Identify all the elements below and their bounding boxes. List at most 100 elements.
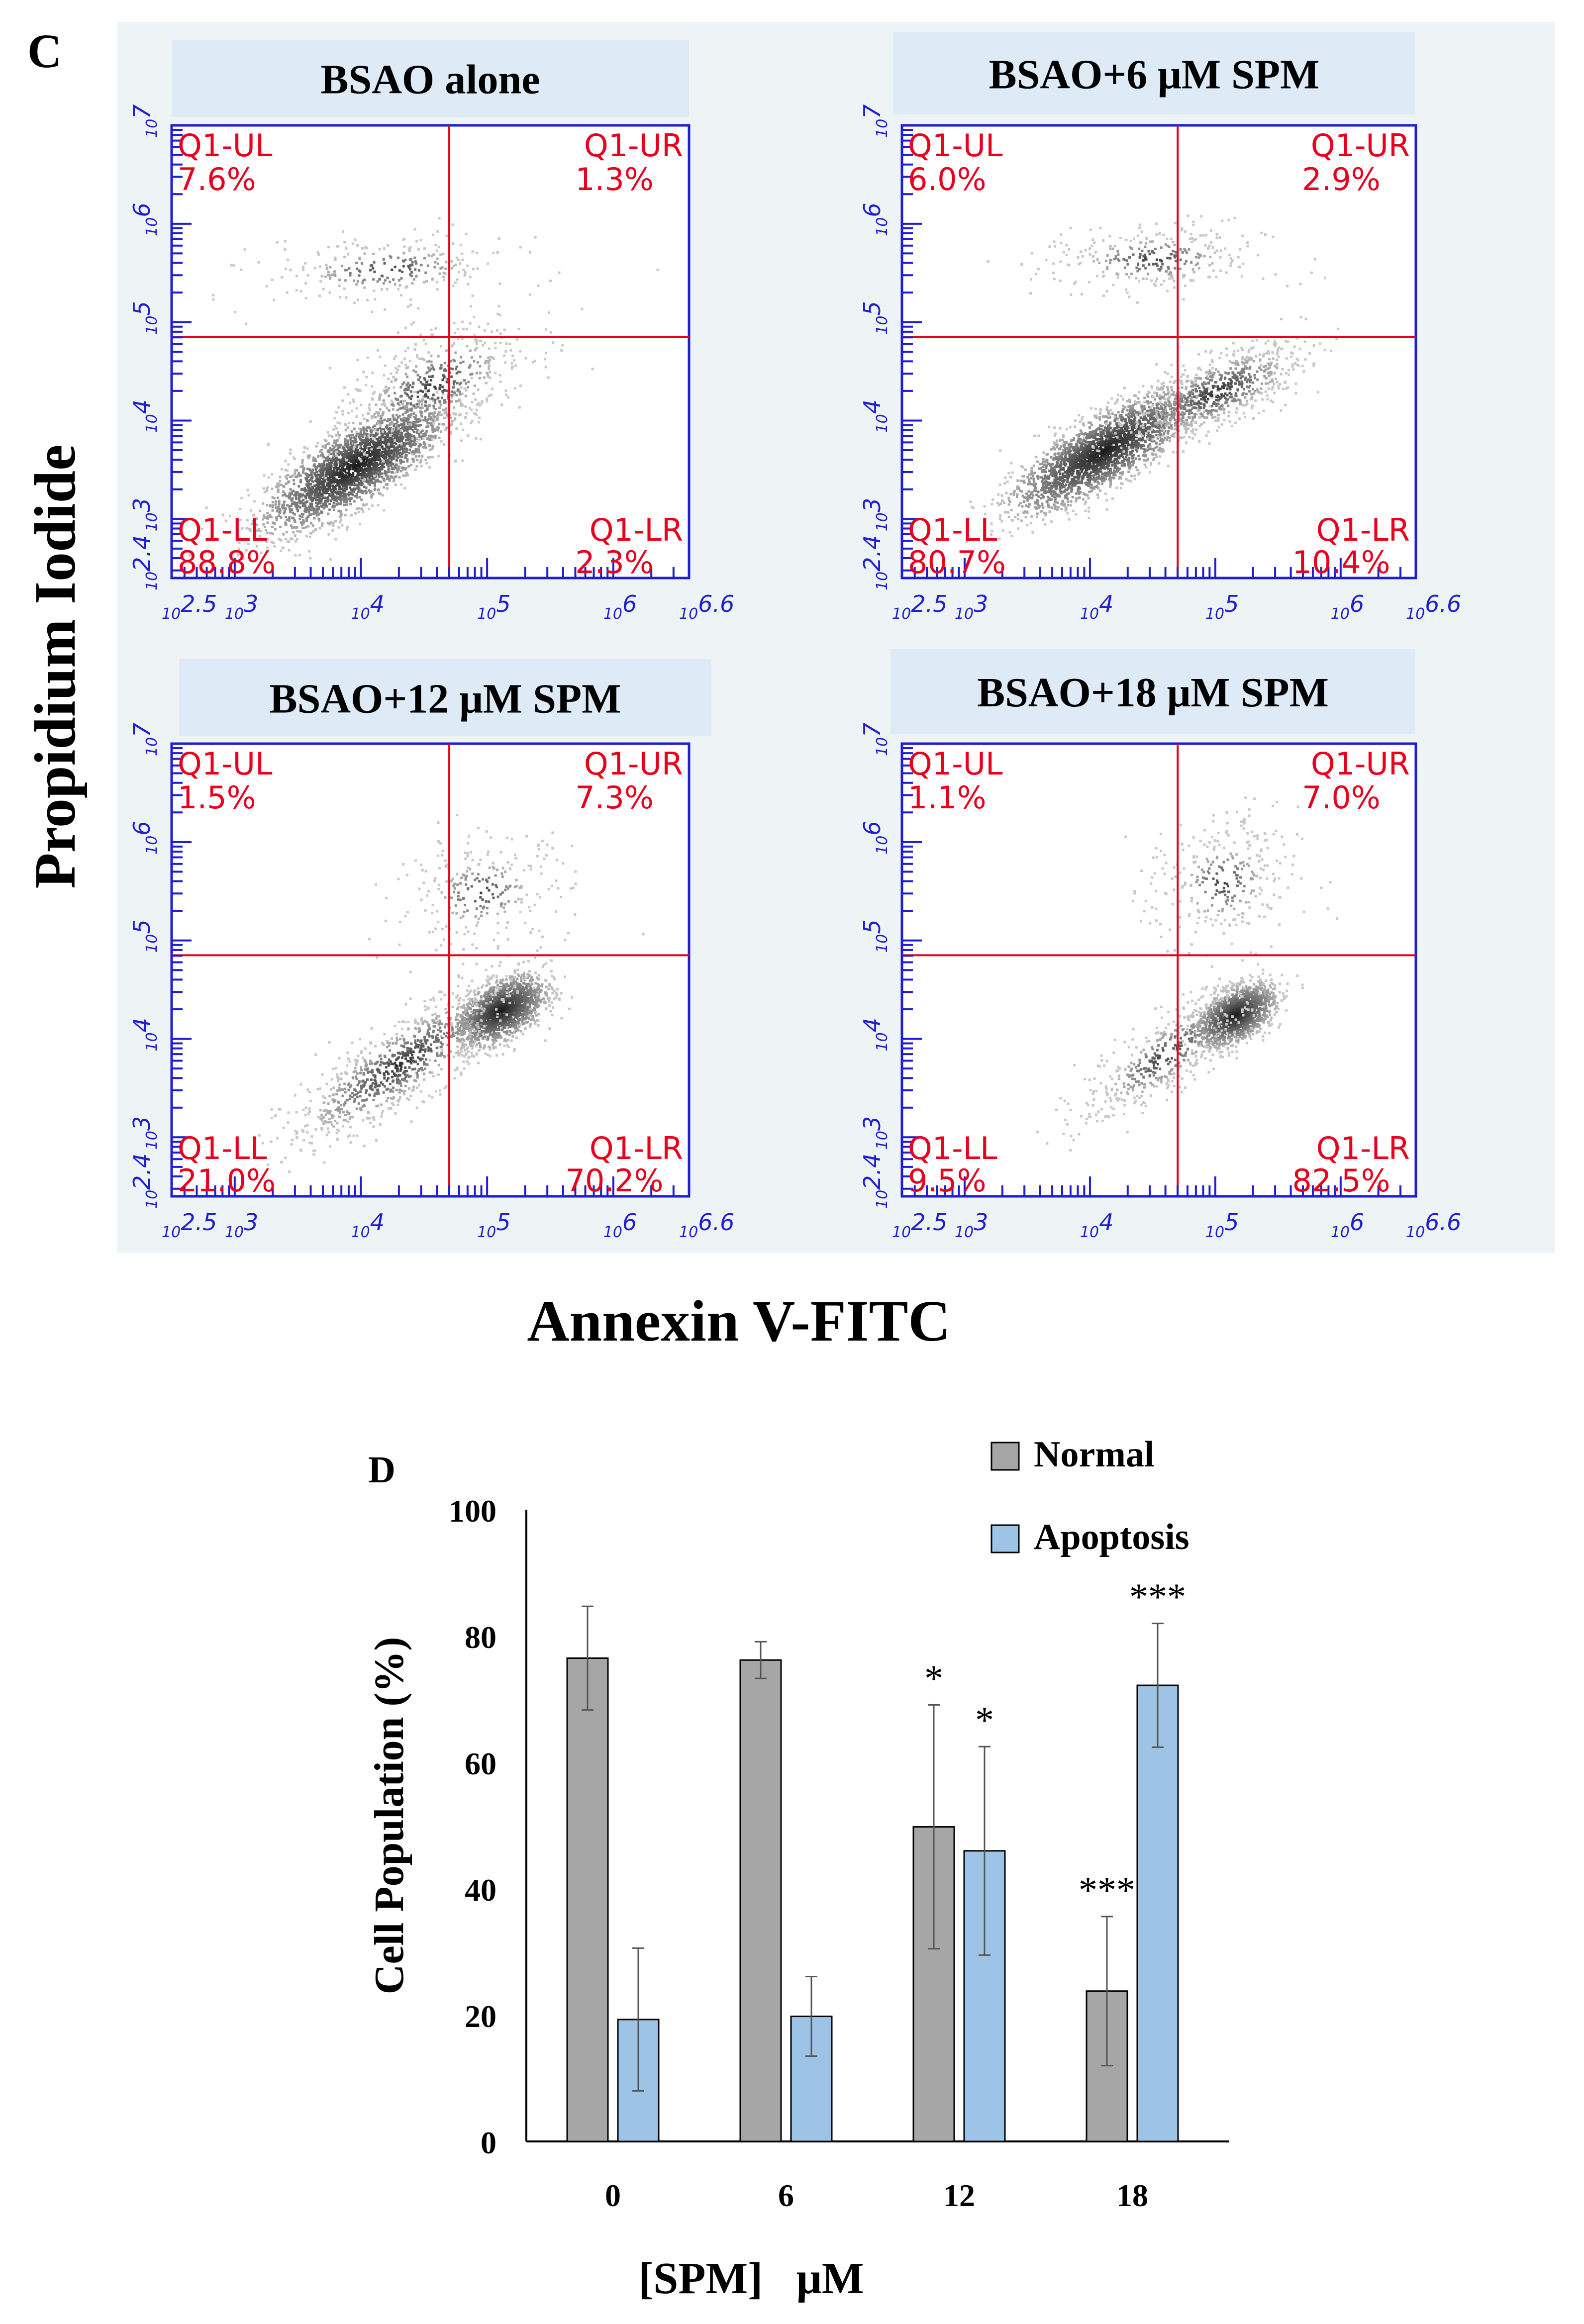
- quadrant-ur-value: 2.9%: [1302, 161, 1381, 197]
- chart-x-axis-label: [SPM] μM: [638, 2254, 864, 2303]
- quadrant-ul-value: 7.6%: [178, 161, 256, 197]
- chart-y-axis-label: Cell Population (%): [366, 1637, 412, 1995]
- x-tick-label: 105: [1205, 590, 1239, 623]
- x-tick-label: 12: [943, 2178, 975, 2213]
- legend-swatch: [990, 1524, 1020, 1553]
- y-tick-label: 106: [859, 202, 891, 236]
- axis-ticks: [902, 747, 1402, 1196]
- y-tick-label: 107: [859, 104, 891, 138]
- quadrant-ll-value: 88.8%: [178, 544, 276, 581]
- x-tick-label: 106.6: [1406, 1209, 1461, 1241]
- quadrant-ur-value: 1.3%: [575, 161, 654, 197]
- x-tick-label: 106.6: [679, 1209, 734, 1241]
- quadrant-ll-name: Q1-LL: [178, 512, 267, 548]
- quadrant-ul-value: 1.5%: [178, 779, 256, 816]
- event-points: [965, 214, 1340, 543]
- x-tick-label: 103: [955, 1209, 988, 1241]
- x-tick-label: 102.5: [162, 1209, 217, 1241]
- x-tick-label: 106.6: [1406, 590, 1461, 623]
- quadrant-ll-name: Q1-LL: [908, 1130, 997, 1166]
- x-tick-label: 104: [351, 590, 384, 623]
- y-tick-label: 103: [859, 498, 891, 531]
- x-tick-label: 106: [1331, 1209, 1364, 1241]
- plot-title-banner: [891, 649, 1415, 734]
- quadrant-lr-name: Q1-LR: [590, 1130, 683, 1166]
- y-tick-label: 103: [128, 1116, 161, 1150]
- x-tick-label: 6: [778, 2178, 794, 2213]
- significance-marker: ***: [1129, 1576, 1186, 1618]
- significance-marker: *: [975, 1699, 994, 1741]
- quadrant-ur-value: 7.3%: [575, 779, 654, 816]
- y-tick-label: 104: [859, 399, 891, 433]
- quadrant-ur-name: Q1-UR: [584, 746, 683, 782]
- x-tick-label: 105: [1205, 1209, 1239, 1241]
- quadrant-ll-value: 80.7%: [908, 544, 1006, 581]
- significance-marker: ***: [1079, 1869, 1135, 1911]
- event-points: [242, 814, 645, 1189]
- quadrant-ll-value: 21.0%: [178, 1162, 276, 1199]
- y-tick-label: 0: [481, 2125, 496, 2160]
- quadrant-lr-value: 70.2%: [566, 1162, 664, 1199]
- y-tick-label: 106: [128, 821, 161, 854]
- quadrant-ul-value: 6.0%: [908, 161, 987, 197]
- y-tick-label: 102.4: [128, 535, 161, 590]
- significance-marker: *: [924, 1657, 943, 1699]
- quadrant-ur-name: Q1-UR: [584, 127, 683, 164]
- axis-ticks: [902, 129, 1402, 578]
- quadrant-ll-value: 9.5%: [908, 1162, 987, 1199]
- panel-c: C Propidium Iodide Annexin V-FITC BSAO a…: [22, 22, 1555, 1354]
- quadrant-ll-name: Q1-LL: [178, 1130, 267, 1166]
- x-tick-label: 105: [477, 590, 510, 623]
- x-tick-label: 104: [1080, 1209, 1113, 1241]
- quadrant-ul-name: Q1-UL: [908, 746, 1003, 782]
- y-tick-label: 104: [859, 1018, 891, 1051]
- y-tick-label: 102.4: [859, 1154, 891, 1209]
- y-tick-label: 107: [859, 723, 891, 756]
- panel-c-letter: C: [27, 24, 62, 78]
- plot-area: [902, 744, 1416, 1196]
- y-tick-label: 102.4: [859, 535, 891, 590]
- x-tick-label: 102.5: [892, 1209, 947, 1241]
- event-points: [1036, 796, 1338, 1152]
- x-tick-label: 106: [603, 1209, 637, 1241]
- quadrant-lr-name: Q1-LR: [590, 512, 683, 548]
- y-tick-label: 104: [128, 1018, 161, 1051]
- plot-title-banner: [172, 40, 689, 117]
- plot-title-banner: [893, 32, 1415, 114]
- x-tick-label: 102.5: [162, 590, 217, 623]
- y-tick-label: 107: [128, 723, 161, 756]
- quadrant-lr-value: 82.5%: [1292, 1162, 1390, 1199]
- quadrant-lr-name: Q1-LR: [1316, 1130, 1410, 1166]
- bar-normal: [739, 1659, 782, 2142]
- plot-area: [172, 125, 689, 578]
- quadrant-ul-name: Q1-UL: [908, 127, 1003, 164]
- x-tick-label: 106.6: [679, 590, 734, 623]
- y-tick-label: 106: [859, 821, 891, 854]
- axis-ticks: [172, 747, 675, 1196]
- y-axis-title-pi: Propidium Iodide: [22, 445, 88, 889]
- y-tick-label: 107: [128, 104, 161, 138]
- panel-d: D Cell Population (%) [SPM] μM 020406080…: [366, 1434, 1229, 2303]
- y-tick-label: 105: [859, 919, 891, 953]
- quadrant-lr-value: 2.3%: [575, 544, 654, 581]
- quadrant-lr-name: Q1-LR: [1316, 512, 1410, 548]
- x-tick-label: 0: [605, 2178, 621, 2213]
- x-tick-label: 104: [1080, 590, 1113, 623]
- quadrant-ul-name: Q1-UL: [178, 746, 273, 782]
- quadrant-ul-name: Q1-UL: [178, 127, 273, 164]
- panel-d-letter: D: [368, 1449, 396, 1491]
- y-tick-label: 103: [859, 1116, 891, 1150]
- plot-title-banner: [179, 659, 711, 736]
- x-axis-title-annexin: Annexin V-FITC: [527, 1288, 950, 1354]
- quadrant-ur-name: Q1-UR: [1311, 746, 1410, 782]
- legend-label: Apoptosis: [1034, 1517, 1189, 1557]
- x-tick-label: 103: [955, 590, 988, 623]
- y-tick-label: 100: [449, 1493, 496, 1529]
- quadrant-ll-name: Q1-LL: [908, 512, 997, 548]
- x-tick-label: 103: [225, 1209, 258, 1241]
